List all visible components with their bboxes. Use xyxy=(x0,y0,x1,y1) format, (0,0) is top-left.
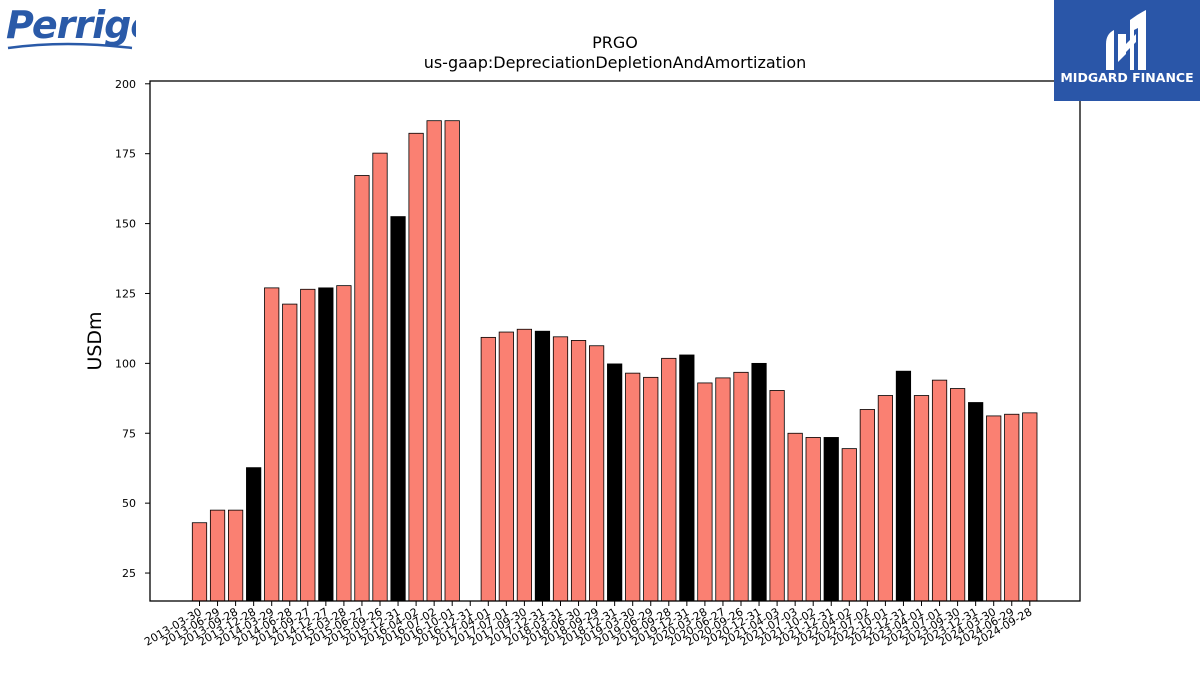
bar-2023-12-31 xyxy=(968,402,984,602)
bar-2014-09-27 xyxy=(300,288,316,602)
perrigo-logo-text: Perrigo xyxy=(6,4,136,47)
y-tick-label: 175 xyxy=(115,148,136,161)
chart-subtitle: us-gaap:DepreciationDepletionAndAmortiza… xyxy=(424,53,807,72)
bar-2014-06-28 xyxy=(282,303,298,602)
y-tick-label: 200 xyxy=(115,78,136,91)
y-tick-label: 50 xyxy=(122,497,136,510)
bar-2014-12-27 xyxy=(318,287,334,602)
bar-2020-03-28 xyxy=(697,382,713,602)
bar-2022-10-01 xyxy=(877,395,894,602)
midgard-emblem-icon xyxy=(1106,10,1146,70)
bar-2016-04-02 xyxy=(408,132,424,602)
bar-2015-09-26 xyxy=(372,152,388,602)
midgard-finance-logo: MIDGARD FINANCE xyxy=(1054,0,1200,101)
bar-2014-03-29 xyxy=(264,287,280,602)
bar-2017-04-01 xyxy=(480,336,496,602)
y-tick-label: 150 xyxy=(115,218,136,231)
bar-2021-07-03 xyxy=(787,432,803,602)
bar-2021-04-03 xyxy=(769,390,785,602)
bar-2019-06-29 xyxy=(643,376,659,602)
y-tick-label: 75 xyxy=(122,427,136,440)
bar-2013-06-29 xyxy=(209,509,226,602)
chart-title: PRGO xyxy=(592,33,638,52)
bar-2022-04-02 xyxy=(841,448,857,602)
bar-2018-09-29 xyxy=(589,345,605,602)
bar-2021-10-02 xyxy=(805,437,821,602)
perrigo-logo: Perrigo xyxy=(6,3,156,56)
perrigo-swoosh-icon xyxy=(7,42,133,50)
bar-2022-12-31 xyxy=(895,370,912,602)
bar-2018-06-30 xyxy=(570,340,587,602)
bar-2017-07-01 xyxy=(498,331,514,602)
bar-2023-09-30 xyxy=(950,388,966,602)
bar-2020-06-27 xyxy=(715,377,731,602)
bar-2016-07-02 xyxy=(426,120,442,602)
bar-2018-03-31 xyxy=(552,336,569,602)
bar-2021-12-31 xyxy=(823,437,839,602)
bar-2019-09-28 xyxy=(661,357,677,602)
bar-2015-06-27 xyxy=(354,175,370,602)
bar-2019-03-30 xyxy=(625,372,641,602)
bar-2017-09-30 xyxy=(516,328,533,602)
bar-2024-06-29 xyxy=(1004,413,1020,602)
bar-2013-09-28 xyxy=(227,509,244,602)
bar-2022-07-02 xyxy=(859,409,875,602)
bar-2024-09-28 xyxy=(1022,412,1038,602)
bar-2016-10-01 xyxy=(444,120,460,602)
x-axis: 2013-03-302013-06-292013-09-282013-12-28… xyxy=(142,601,1034,649)
bar-2017-12-31 xyxy=(534,330,551,602)
y-tick-label: 100 xyxy=(115,357,136,370)
y-tick-label: 25 xyxy=(122,567,136,580)
bar-2018-12-31 xyxy=(607,363,623,602)
bar-2020-09-26 xyxy=(733,371,749,602)
y-axis: 25 50 75 100 125 150 175 200 xyxy=(115,78,150,580)
bar-2015-03-28 xyxy=(336,285,352,602)
midgard-logo-text: MIDGARD FINANCE xyxy=(1060,70,1193,85)
y-axis-label: USDm xyxy=(84,311,106,370)
bar-2013-12-28 xyxy=(246,467,262,602)
bar-2019-12-31 xyxy=(679,354,695,602)
bar-2020-12-31 xyxy=(751,362,767,602)
bar-2023-04-01 xyxy=(913,395,930,602)
bars-group xyxy=(191,120,1038,602)
plot-frame xyxy=(149,80,1081,602)
bar-2024-03-30 xyxy=(986,415,1002,602)
bar-2023-07-01 xyxy=(931,379,948,602)
y-tick-label: 125 xyxy=(115,287,136,300)
bar-2015-12-31 xyxy=(390,216,406,602)
bar-2013-03-30 xyxy=(191,522,208,602)
